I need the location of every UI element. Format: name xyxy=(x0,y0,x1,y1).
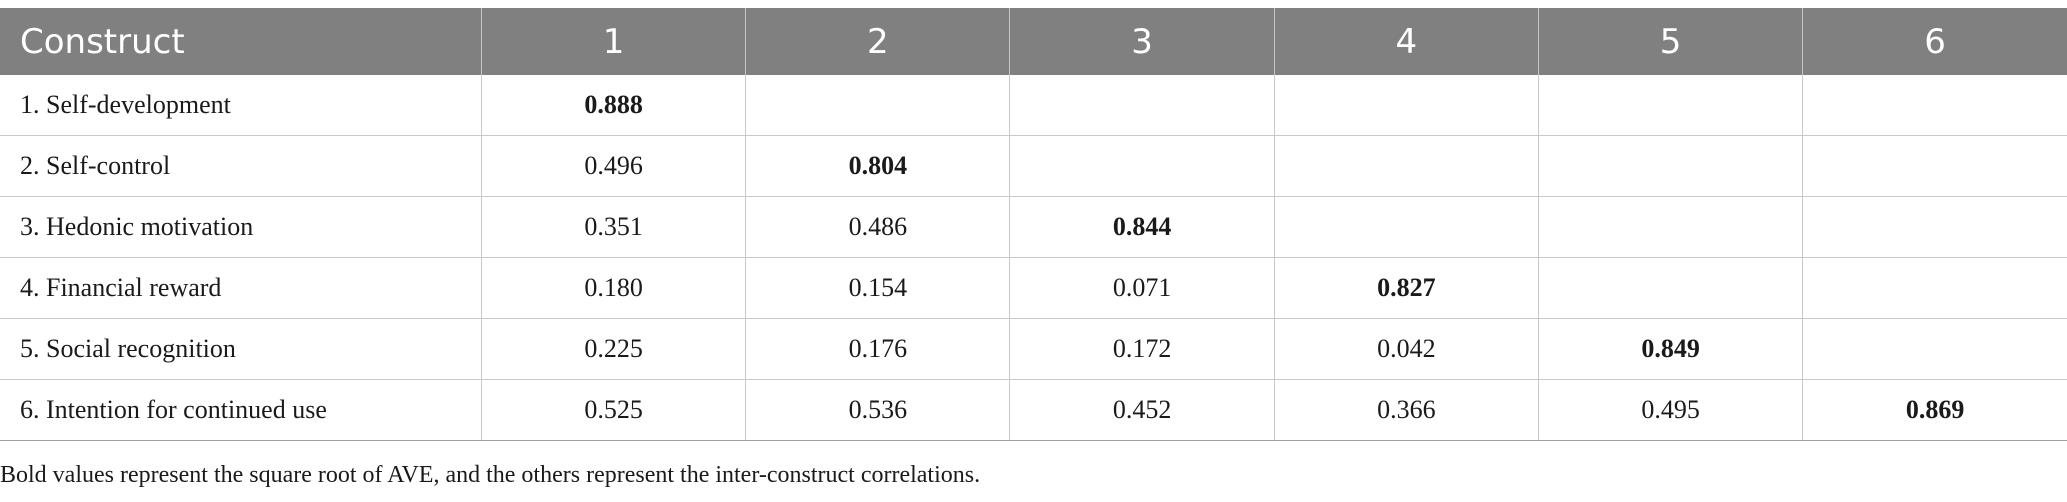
table-cell xyxy=(1802,318,2067,380)
correlation-table-container: Construct 1 2 3 4 5 6 1. Self-developmen… xyxy=(0,8,2067,441)
table-cell xyxy=(1802,196,2067,258)
table-cell xyxy=(1538,135,1804,197)
table-cell: 0.071 xyxy=(1009,257,1275,319)
table-cell: 0.351 xyxy=(481,196,747,258)
table-cell xyxy=(1274,75,1539,136)
table-row: 6. Intention for continued use 0.525 0.5… xyxy=(0,379,2067,441)
table-cell xyxy=(1009,75,1275,136)
row-label: 4. Financial reward xyxy=(0,257,482,319)
table-cell xyxy=(745,75,1011,136)
table-cell: 0.844 xyxy=(1009,196,1275,258)
table-cell: 0.225 xyxy=(481,318,747,380)
header-col-4: 4 xyxy=(1274,8,1539,75)
table-cell xyxy=(1802,135,2067,197)
table-cell: 0.172 xyxy=(1009,318,1275,380)
row-label: 1. Self-development xyxy=(0,75,482,136)
header-col-1: 1 xyxy=(481,8,747,75)
table-header-row: Construct 1 2 3 4 5 6 xyxy=(0,8,2067,75)
table-cell: 0.042 xyxy=(1274,318,1539,380)
table-cell: 0.804 xyxy=(745,135,1011,197)
table-cell xyxy=(1274,196,1539,258)
table-row: 1. Self-development 0.888 xyxy=(0,75,2067,136)
table-cell xyxy=(1538,257,1804,319)
table-cell: 0.888 xyxy=(481,75,747,136)
header-col-2: 2 xyxy=(745,8,1011,75)
table-cell: 0.180 xyxy=(481,257,747,319)
table-cell xyxy=(1802,75,2067,136)
table-cell: 0.827 xyxy=(1274,257,1539,319)
header-col-6: 6 xyxy=(1802,8,2067,75)
table-cell: 0.366 xyxy=(1274,379,1539,441)
table-row: 4. Financial reward 0.180 0.154 0.071 0.… xyxy=(0,257,2067,319)
table-row: 2. Self-control 0.496 0.804 xyxy=(0,135,2067,197)
table-cell: 0.869 xyxy=(1802,379,2067,441)
table-cell xyxy=(1538,75,1804,136)
row-label: 3. Hedonic motivation xyxy=(0,196,482,258)
header-col-5: 5 xyxy=(1538,8,1804,75)
header-col-3: 3 xyxy=(1009,8,1275,75)
table-cell: 0.486 xyxy=(745,196,1011,258)
table-row: 5. Social recognition 0.225 0.176 0.172 … xyxy=(0,318,2067,380)
correlation-table: Construct 1 2 3 4 5 6 1. Self-developmen… xyxy=(0,8,2067,441)
table-cell: 0.154 xyxy=(745,257,1011,319)
header-construct: Construct xyxy=(0,8,482,75)
row-label: 5. Social recognition xyxy=(0,318,482,380)
table-cell: 0.452 xyxy=(1009,379,1275,441)
table-cell: 0.496 xyxy=(481,135,747,197)
table-cell: 0.176 xyxy=(745,318,1011,380)
table-cell xyxy=(1274,135,1539,197)
row-label: 2. Self-control xyxy=(0,135,482,197)
row-label: 6. Intention for continued use xyxy=(0,379,482,441)
table-row: 3. Hedonic motivation 0.351 0.486 0.844 xyxy=(0,196,2067,258)
table-cell xyxy=(1009,135,1275,197)
table-cell xyxy=(1802,257,2067,319)
table-footnote: Bold values represent the square root of… xyxy=(0,462,981,488)
table-cell: 0.495 xyxy=(1538,379,1804,441)
table-cell xyxy=(1538,196,1804,258)
table-cell: 0.536 xyxy=(745,379,1011,441)
table-cell: 0.849 xyxy=(1538,318,1804,380)
table-cell: 0.525 xyxy=(481,379,747,441)
